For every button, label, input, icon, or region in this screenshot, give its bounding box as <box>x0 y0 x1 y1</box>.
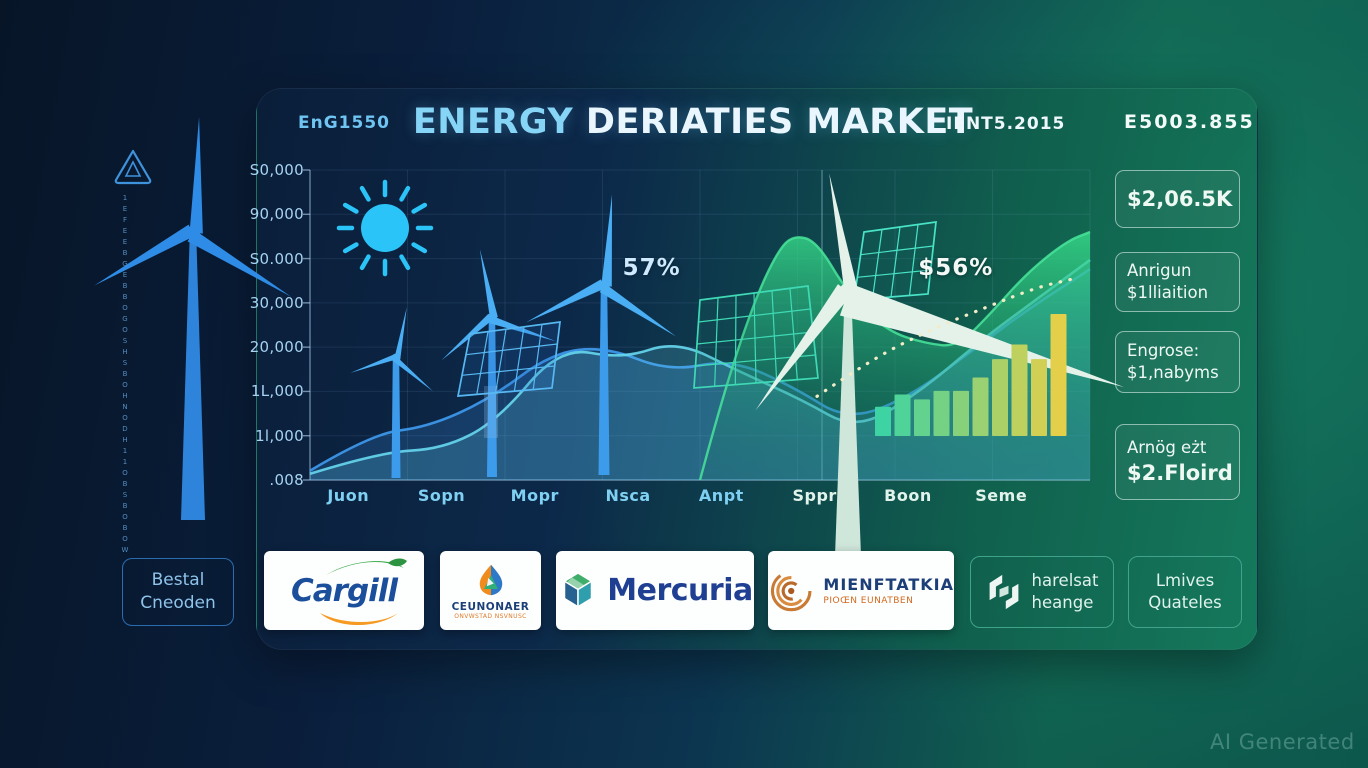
logo-box-lmives[interactable]: Lmives Quateles <box>1128 556 1242 628</box>
x-tick-label: Boon <box>884 486 932 505</box>
stat-label: Engrose: <box>1127 340 1200 360</box>
stat-card-total-value[interactable]: $2,06.5K <box>1115 170 1240 228</box>
stat-card-engrose[interactable]: Engrose: $1,nabyms <box>1115 331 1240 393</box>
ai-generated-watermark: AI Generated <box>1210 730 1355 754</box>
mienftatkia-fingerprint-icon <box>770 570 812 611</box>
x-tick-label: Mopr <box>510 486 559 505</box>
stat-label: Anrigun <box>1127 260 1192 280</box>
ceunonaer-wordmark: CEUNONAER <box>451 601 530 613</box>
page-title: ENERGY DERIATIES MARKET <box>410 102 976 142</box>
x-tick-label: Anpt <box>698 486 744 505</box>
stat-label: Arnög eżt <box>1127 437 1207 457</box>
mercuria-wordmark: Mercuria <box>607 573 753 608</box>
cargill-wordmark: Cargill <box>290 572 398 609</box>
ceunonaer-subtext: ONVWSTAD NSVNUSC <box>454 613 527 620</box>
header-far-right-code: E5003.855 <box>1124 111 1255 133</box>
y-tick-label: 1L,000 <box>250 382 304 401</box>
ceunonaer-drop-icon <box>479 564 502 596</box>
title-part1: ENERGY <box>412 102 574 142</box>
stat-value: $2,06.5K <box>1127 186 1233 211</box>
y-tick-label: 90,000 <box>249 205 304 224</box>
header-right-code: IENT5.2015 <box>946 114 1066 134</box>
x-tick-label: Seme <box>975 486 1028 505</box>
x-tick-label: Sppr <box>792 486 837 505</box>
x-tick-label: Sopn <box>417 486 466 505</box>
harelsat-hex-icon <box>989 574 1018 610</box>
cargill-swoosh-icon <box>320 558 407 625</box>
vertical-glyph-strip: 1EFEEBGEBBOGOSHSBOHNODH11OBSBOBOW <box>121 194 129 557</box>
stat-card-arnog[interactable]: Arnög eżt $2.Floird <box>1115 424 1240 500</box>
logo-card-cargill[interactable]: Cargill <box>264 551 424 630</box>
chart-annotation: 57% <box>622 254 681 281</box>
y-tick-label: 1l,000 <box>255 426 304 445</box>
logo-card-mercuria[interactable]: Mercuria <box>556 551 754 630</box>
stat-value: $2.Floird <box>1127 460 1233 485</box>
logo-box-harelsat[interactable]: harelsat heange <box>970 556 1114 628</box>
chart-annotation: $56% <box>918 254 994 281</box>
y-tick-label: S0,000 <box>249 161 304 179</box>
title-part2: DERIATIES MARKET <box>585 102 974 142</box>
y-tick-label: 20,000 <box>249 338 304 357</box>
stat-card-anrigun[interactable]: Anrigun $1lliaition <box>1115 252 1240 312</box>
y-tick-label: .008 <box>269 471 304 489</box>
x-tick-label: Juon <box>327 486 370 505</box>
stat-value: $1,nabyms <box>1127 363 1219 382</box>
mercuria-cube-icon <box>563 571 594 608</box>
mienftatkia-wordmark: MIENFTATKIA <box>823 575 954 594</box>
x-tick-label: Nsca <box>605 486 651 505</box>
logo-card-ceunonaer[interactable]: CEUNONAER ONVWSTAD NSVNUSC <box>440 551 541 630</box>
logo-card-mienftatkia[interactable]: MIENFTATKIA PIOŒN EUNATBEN <box>768 551 954 630</box>
y-tick-label: 30,000 <box>249 293 304 312</box>
stat-value: $1lliaition <box>1127 283 1209 302</box>
logo-box-bestal[interactable]: Bestal Cneoden <box>122 558 234 626</box>
triangle-badge-icon <box>114 149 152 185</box>
header-left-code: EnG1550 <box>298 113 390 133</box>
y-tick-label: S0.000 <box>249 249 304 268</box>
mienftatkia-subtext: PIOŒN EUNATBEN <box>823 596 914 606</box>
